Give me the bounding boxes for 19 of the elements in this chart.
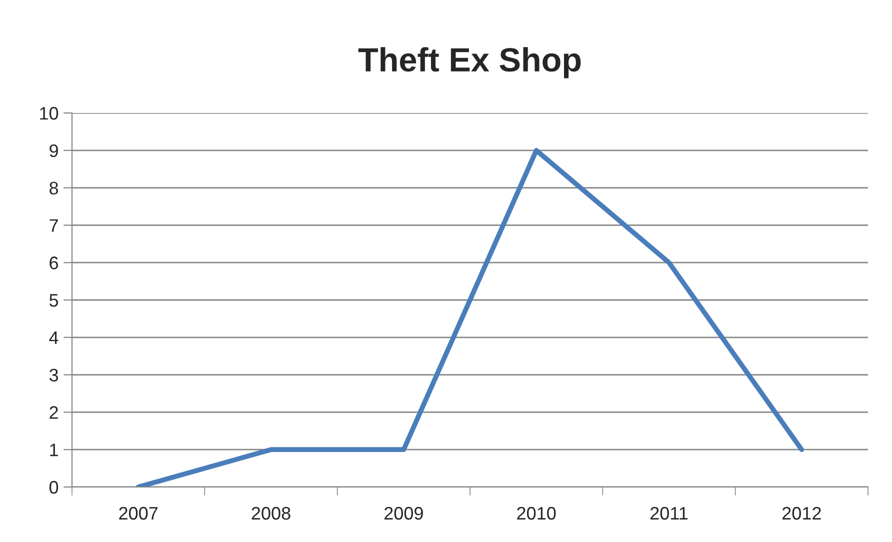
y-tick-label: 1 xyxy=(50,444,58,456)
x-tick-label: 2011 xyxy=(650,506,688,520)
y-tick-label: 6 xyxy=(50,256,58,270)
y-tick-label: 0 xyxy=(49,480,58,494)
y-tick-label: 2 xyxy=(50,406,58,419)
y-tick-label: 10 xyxy=(40,106,58,120)
y-tick-label: 3 xyxy=(49,368,58,382)
x-tick-label: 2008 xyxy=(252,506,290,520)
line-series xyxy=(136,148,804,487)
y-tick-label: 9 xyxy=(50,144,58,158)
chart-title: Theft Ex Shop xyxy=(358,47,581,78)
y-tick-label: 5 xyxy=(49,294,58,307)
y-tick-label: 4 xyxy=(49,332,58,344)
x-tick-label: 2007 xyxy=(119,506,158,520)
x-tick-label: 2012 xyxy=(782,506,821,520)
y-tick-label: 7 xyxy=(50,219,58,232)
x-tick-label: 2009 xyxy=(384,506,423,520)
y-tick-label: 8 xyxy=(50,182,58,195)
x-tick-label: 2010 xyxy=(517,506,556,520)
